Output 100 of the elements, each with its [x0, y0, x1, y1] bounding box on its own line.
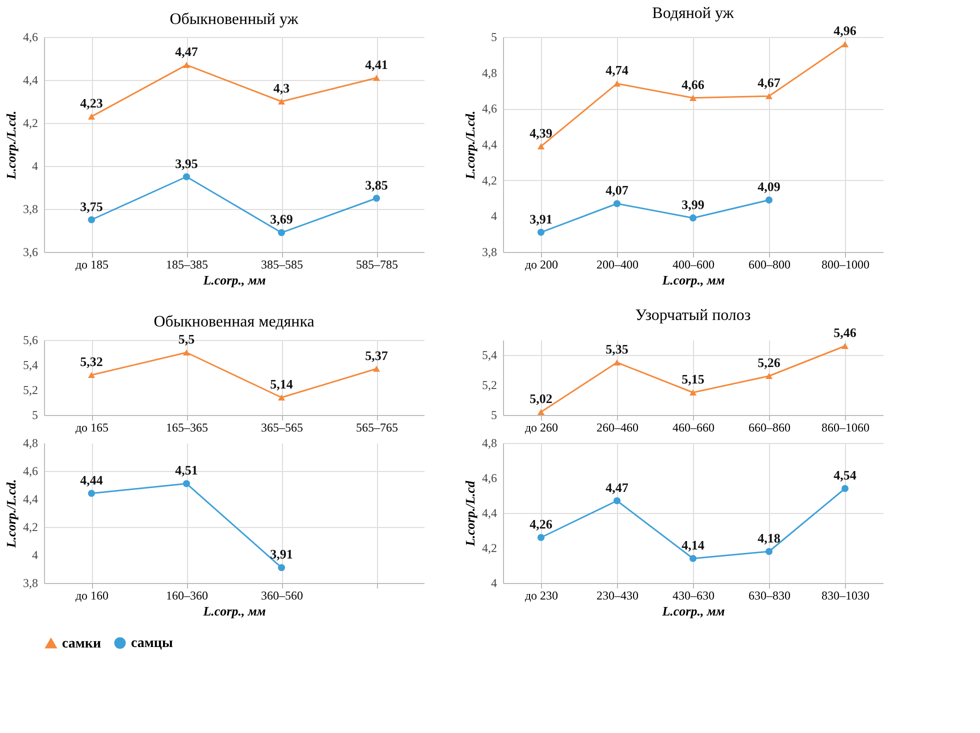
- point: [372, 194, 380, 202]
- data-label: 5,5: [178, 332, 196, 346]
- point: [278, 98, 286, 105]
- x-tick-label: 430–630: [672, 588, 714, 602]
- point: [613, 497, 621, 504]
- point: [765, 196, 773, 204]
- y-tick-label: 4,4: [482, 506, 497, 520]
- data-label: 4,44: [80, 472, 104, 488]
- chart-title: Водяной уж: [652, 5, 735, 22]
- x-tick-label: 830–1030: [822, 588, 870, 602]
- data-label: 5,32: [80, 354, 103, 369]
- point: [182, 62, 190, 68]
- x-tick-label: 160–360: [166, 588, 208, 602]
- y-tick-label: 5,4: [23, 358, 38, 372]
- data-label: 3,75: [80, 198, 104, 214]
- y-tick-label: 4: [32, 159, 38, 173]
- y-tick-label: 4,6: [482, 102, 497, 116]
- chart-title: Обыкновенная медянка: [154, 314, 314, 330]
- x-axis-title: L.corp., мм: [202, 272, 266, 288]
- y-axis-title: L.corp./L.cd.: [4, 479, 18, 549]
- data-label: 5,02: [530, 391, 552, 406]
- y-tick-label: 4,2: [482, 541, 497, 555]
- x-tick-label: 185–385: [166, 258, 208, 272]
- point: [372, 366, 380, 372]
- point: [278, 394, 286, 401]
- y-tick-label: 4: [491, 209, 497, 224]
- chart-title: Узорчатый полоз: [635, 307, 751, 324]
- point: [765, 548, 773, 556]
- point: [689, 214, 697, 222]
- data-label: 4,09: [758, 179, 781, 194]
- point: [182, 173, 190, 180]
- data-label: 4,74: [606, 62, 629, 78]
- y-tick-label: 4,2: [23, 116, 38, 130]
- point: [88, 216, 96, 224]
- y-tick-label: 4,4: [482, 138, 497, 152]
- legend-label: самцы: [131, 636, 173, 651]
- data-label: 3,69: [270, 212, 294, 227]
- y-tick-label: 4,6: [482, 471, 497, 485]
- x-tick-label: 360–560: [261, 588, 303, 602]
- y-tick-label: 4,2: [23, 520, 38, 534]
- data-label: 4,47: [175, 44, 198, 59]
- y-tick-label: 4,4: [23, 73, 38, 87]
- y-tick-label: 4: [491, 576, 497, 590]
- point: [182, 480, 190, 488]
- point: [88, 372, 96, 378]
- data-label: 5,14: [270, 376, 294, 392]
- y-tick-label: 3,8: [23, 576, 38, 590]
- y-tick-label: 4,2: [482, 173, 497, 188]
- x-tick-label: 460–660: [672, 420, 714, 434]
- point: [372, 74, 380, 81]
- data-label: 4,41: [365, 56, 388, 72]
- data-label: 4,3: [273, 80, 290, 96]
- data-label: 3,99: [682, 196, 705, 212]
- x-tick-label: до 160: [75, 588, 109, 602]
- y-tick-label: 3,8: [482, 245, 497, 259]
- y-tick-label: 4,8: [482, 66, 497, 80]
- data-label: 4,54: [834, 468, 857, 482]
- point: [841, 41, 849, 48]
- x-axis-title: L.corp., мм: [202, 604, 266, 618]
- point: [278, 229, 286, 236]
- y-tick-label: 3,8: [23, 202, 38, 216]
- x-tick-label: 800–1000: [822, 258, 870, 272]
- x-tick-label: до 185: [75, 258, 109, 272]
- y-axis-title: L.corp./L.cd.: [4, 110, 18, 180]
- data-label: 4,18: [758, 530, 781, 546]
- x-tick-label: 365–565: [261, 420, 303, 434]
- data-label: 5,37: [365, 348, 388, 363]
- point: [689, 94, 697, 101]
- data-label: 4,96: [834, 23, 857, 38]
- chart-title: Обыкновенный уж: [170, 11, 300, 28]
- point: [537, 534, 545, 542]
- point: [88, 113, 96, 120]
- y-tick-label: 4,4: [23, 492, 38, 506]
- data-label: 3,95: [175, 156, 198, 171]
- data-label: 5,46: [834, 325, 857, 340]
- data-label: 4,39: [530, 125, 553, 140]
- legend-label: самки: [62, 636, 102, 652]
- data-label: 4,07: [606, 182, 629, 198]
- point: [182, 349, 190, 356]
- y-tick-label: 5: [32, 408, 38, 422]
- point: [841, 342, 849, 350]
- y-axis-title: L.corp./L.cd.: [462, 110, 478, 180]
- x-tick-label: 260–460: [596, 420, 638, 434]
- x-tick-label: 860–1060: [822, 420, 870, 434]
- y-tick-label: 5: [491, 408, 497, 422]
- x-tick-label: 165–365: [166, 420, 208, 434]
- y-tick-label: 5,2: [23, 383, 38, 397]
- data-label: 4,14: [682, 538, 705, 552]
- data-label: 5,26: [758, 355, 781, 370]
- y-tick-label: 4,6: [23, 30, 38, 44]
- point: [613, 359, 621, 366]
- data-label: 4,23: [80, 96, 104, 111]
- y-tick-label: 4,8: [482, 436, 497, 450]
- x-tick-label: 400–600: [672, 258, 714, 272]
- point: [613, 200, 621, 208]
- x-tick-label: 600–800: [748, 258, 790, 272]
- data-label: 5,35: [606, 342, 629, 356]
- x-tick-label: до 260: [524, 420, 558, 434]
- point: [88, 490, 96, 497]
- point: [537, 143, 545, 150]
